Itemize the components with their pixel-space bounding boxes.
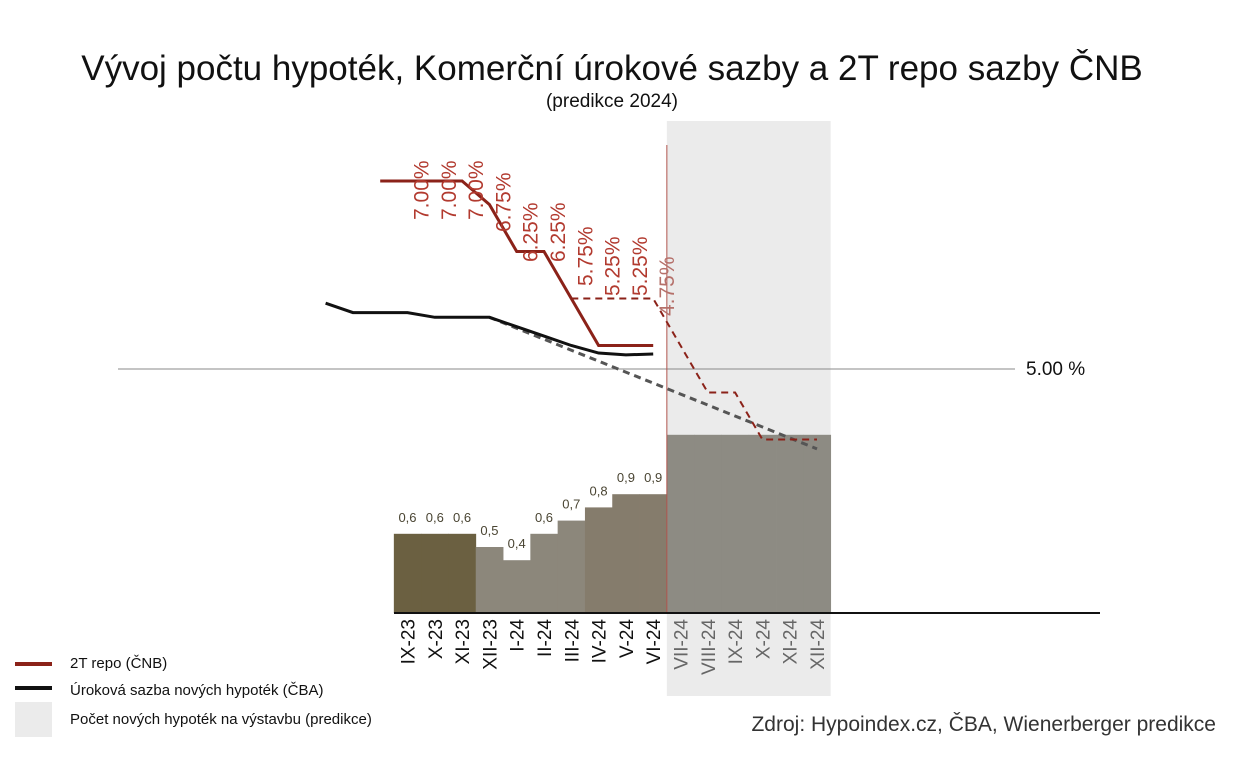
repo-label-II-24: 6.25%: [547, 202, 570, 262]
legend-label-mortgage-rate: Úroková sazba nových hypoték (ČBA): [70, 682, 323, 699]
bar-IX-24: [721, 434, 750, 613]
chart-title: Vývoj počtu hypoték, Komerční úrokové sa…: [81, 49, 1143, 88]
repo-label-V-24: 5.25%: [629, 236, 652, 296]
bar-label-II-24: 0,6: [535, 510, 553, 525]
repo-label-IV-24: 5.25%: [602, 236, 625, 296]
bar-II-24: [530, 533, 559, 613]
mortgage-rate-forecast-line: [488, 315, 818, 451]
bar-XI-23: [448, 533, 477, 613]
x-tick-IV-24: IV-24: [590, 619, 611, 664]
bar-XI-24: [776, 434, 804, 613]
bar-label-I-24: 0,4: [508, 536, 526, 551]
bar-III-24: [557, 520, 586, 613]
x-tick-VI-24: VI-24: [644, 619, 665, 665]
x-tick-XI-24: XI-24: [781, 619, 802, 665]
bar-label-III-24: 0,7: [562, 497, 580, 512]
repo-label-III-24: 5.75%: [574, 226, 597, 286]
bar-label-IX-23: 0,6: [398, 510, 416, 525]
bar-label-X-23: 0,6: [426, 510, 444, 525]
bar-label-VI-24: 0,9: [644, 470, 662, 485]
repo-label-XII-23: 6.75%: [492, 172, 515, 232]
legend-label-mortgage-count: Počet nových hypoték na výstavbu (predik…: [70, 711, 372, 728]
x-axis-ticks: IX-23 X-23 XI-23 XII-23 I-24 II-24 III-24 IV-24…: [399, 619, 830, 675]
reference-line-label: 5.00 %: [1026, 359, 1085, 380]
legend: 2T repo (ČNB) Úroková sazba nových hypot…: [15, 655, 372, 737]
repo-label-IX-23: 7.00%: [411, 160, 434, 220]
legend-swatch-mortgage-rate: [15, 686, 52, 690]
bar-VI-24: [639, 494, 668, 613]
repo-label-I-24: 6.25%: [520, 202, 543, 262]
x-tick-I-24: I-24: [508, 619, 529, 652]
x-tick-II-24: II-24: [535, 619, 556, 657]
legend-swatch-mortgage-count: [15, 702, 52, 737]
mortgage-rate-line: [325, 301, 654, 357]
bar-XII-23: [475, 547, 504, 613]
bar-label-XI-23: 0,6: [453, 510, 471, 525]
bars-layer: 0,6 0,6 0,6 0,5 0,4 0,6 0,7 0,8 0,9 0,9: [393, 434, 832, 613]
bar-IV-24: [584, 507, 613, 613]
repo-rate-forecast-line: [571, 297, 817, 441]
repo-label-XI-23: 7.00%: [465, 160, 488, 220]
repo-rate-line: [380, 179, 654, 347]
x-tick-VII-24: VII-24: [672, 619, 693, 670]
x-tick-XII-24: XII-24: [808, 619, 829, 670]
bar-IX-23: [393, 533, 422, 613]
x-tick-III-24: III-24: [562, 619, 583, 663]
x-tick-IX-24: IX-24: [726, 619, 747, 665]
repo-label-X-23: 7.00%: [438, 160, 461, 220]
bar-label-XII-23: 0,5: [480, 523, 498, 538]
bar-V-24: [612, 494, 640, 613]
bar-label-V-24: 0,9: [617, 470, 635, 485]
chart-subtitle: (predikce 2024): [546, 91, 678, 112]
x-tick-V-24: V-24: [617, 619, 638, 659]
bar-XII-24: [803, 434, 832, 613]
x-tick-XI-23: XI-23: [453, 619, 474, 664]
repo-rate-labels: 7.00% 7.00% 7.00% 6.75%6.25% 6.25% 5.75% 5.25%…: [411, 160, 680, 316]
bar-label-IV-24: 0,8: [590, 483, 608, 498]
x-tick-X-23: X-23: [426, 619, 447, 659]
legend-swatch-repo: [15, 662, 52, 666]
legend-label-repo: 2T repo (ČNB): [70, 655, 167, 672]
x-tick-X-24: X-24: [753, 619, 774, 660]
bar-VII-24: [666, 434, 695, 613]
bar-X-23: [421, 533, 449, 613]
bar-VIII-24: [694, 434, 722, 613]
bar-I-24: [503, 560, 531, 613]
x-tick-VIII-24: VIII-24: [699, 619, 720, 675]
x-tick-IX-23: IX-23: [399, 619, 420, 664]
x-tick-XII-23: XII-23: [480, 619, 501, 670]
source-note: Zdroj: Hypoindex.cz, ČBA, Wienerberger p…: [751, 713, 1216, 736]
repo-label-VI-24: 4.75%: [656, 256, 679, 316]
lines-layer: [325, 179, 818, 451]
bar-X-24: [748, 434, 777, 613]
